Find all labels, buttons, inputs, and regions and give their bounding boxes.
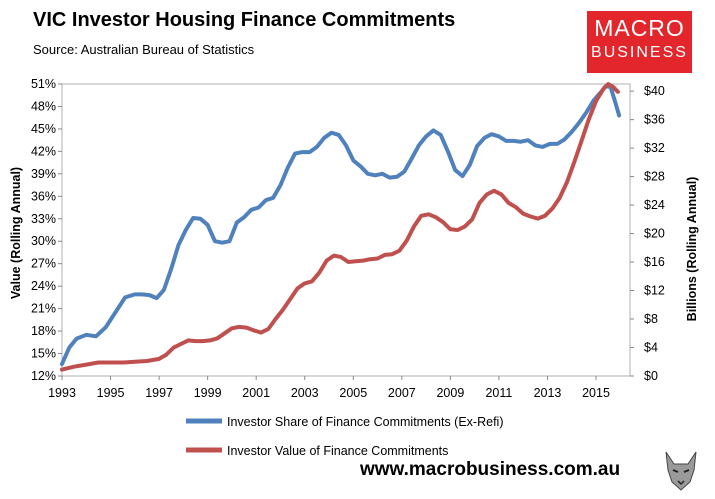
x-tick-label: 2009 xyxy=(436,386,464,400)
right-axis-label: Billions (Rolling Annual) xyxy=(685,177,699,322)
right-tick-label: $36 xyxy=(644,113,665,127)
x-tick-label: 1993 xyxy=(48,386,76,400)
left-axis-ticks: 12% 15% 18% 21% 24% 27% 30% 33% 36% 39% 42% 45% 48% 5… xyxy=(31,77,62,383)
left-tick-label: 45% xyxy=(31,122,56,136)
left-tick-label: 36% xyxy=(31,189,56,203)
series-line-investor-share xyxy=(60,84,622,366)
series-line-investor-value xyxy=(60,82,620,372)
plot-border xyxy=(61,83,631,377)
x-tick-label: 2011 xyxy=(485,386,512,400)
left-tick-label: 42% xyxy=(31,144,56,158)
chart-subtitle: Source: Australian Bureau of Statistics xyxy=(33,42,255,57)
left-axis-label: Value (Rolling Annual) xyxy=(9,167,23,299)
left-tick-label: 18% xyxy=(31,324,56,338)
left-tick-label: 15% xyxy=(31,347,56,361)
right-tick-label: $0 xyxy=(644,369,658,383)
series-layer xyxy=(60,82,622,372)
logo-line-2: BUSINESS xyxy=(591,44,688,61)
legend-label-share: Investor Share of Finance Commitments (E… xyxy=(227,415,503,429)
x-tick-label: 1999 xyxy=(194,386,222,400)
chart-title: VIC Investor Housing Finance Commitments xyxy=(33,9,456,31)
right-tick-label: $40 xyxy=(644,84,665,98)
left-tick-label: 39% xyxy=(31,167,56,181)
logo-line-1: MACRO xyxy=(594,15,685,41)
left-tick-label: 24% xyxy=(31,279,56,293)
right-tick-label: $28 xyxy=(644,170,665,184)
x-tick-label: 1997 xyxy=(145,386,173,400)
x-tick-label: 2015 xyxy=(582,386,610,400)
x-tick-label: 2003 xyxy=(291,386,319,400)
website-url: www.macrobusiness.com.au xyxy=(360,459,621,480)
left-tick-label: 48% xyxy=(31,99,56,113)
macrobusiness-logo: MACRO BUSINESS xyxy=(587,11,692,73)
left-tick-label: 51% xyxy=(31,77,56,91)
wolf-mascot-icon xyxy=(660,448,702,494)
x-tick-label: 2005 xyxy=(339,386,367,400)
x-tick-label: 1995 xyxy=(97,386,125,400)
right-axis-ticks: $0 $4 $8 $12 $16 $20 $24 $28 $32 $36 $40 xyxy=(630,84,665,383)
left-tick-label: 12% xyxy=(31,369,56,383)
legend-label-value: Investor Value of Finance Commitments xyxy=(227,444,448,458)
x-tick-label: 2013 xyxy=(534,386,562,400)
chart-legend: Investor Share of Finance Commitments (E… xyxy=(186,415,503,458)
right-tick-label: $24 xyxy=(644,198,665,212)
x-tick-label: 2007 xyxy=(388,386,416,400)
right-tick-label: $32 xyxy=(644,141,665,155)
right-tick-label: $12 xyxy=(644,284,665,298)
right-tick-label: $16 xyxy=(644,255,665,269)
right-tick-label: $8 xyxy=(644,312,658,326)
right-tick-label: $20 xyxy=(644,227,665,241)
left-tick-label: 30% xyxy=(31,234,56,248)
x-tick-label: 2001 xyxy=(242,386,270,400)
left-tick-label: 33% xyxy=(31,212,56,226)
x-axis-ticks: 1993 1995 1997 1999 2001 2003 2005 2007 2009 2011… xyxy=(48,376,610,400)
left-tick-label: 21% xyxy=(31,302,56,316)
right-tick-label: $4 xyxy=(644,341,658,355)
left-tick-label: 27% xyxy=(31,257,56,271)
plot-area xyxy=(61,83,631,377)
